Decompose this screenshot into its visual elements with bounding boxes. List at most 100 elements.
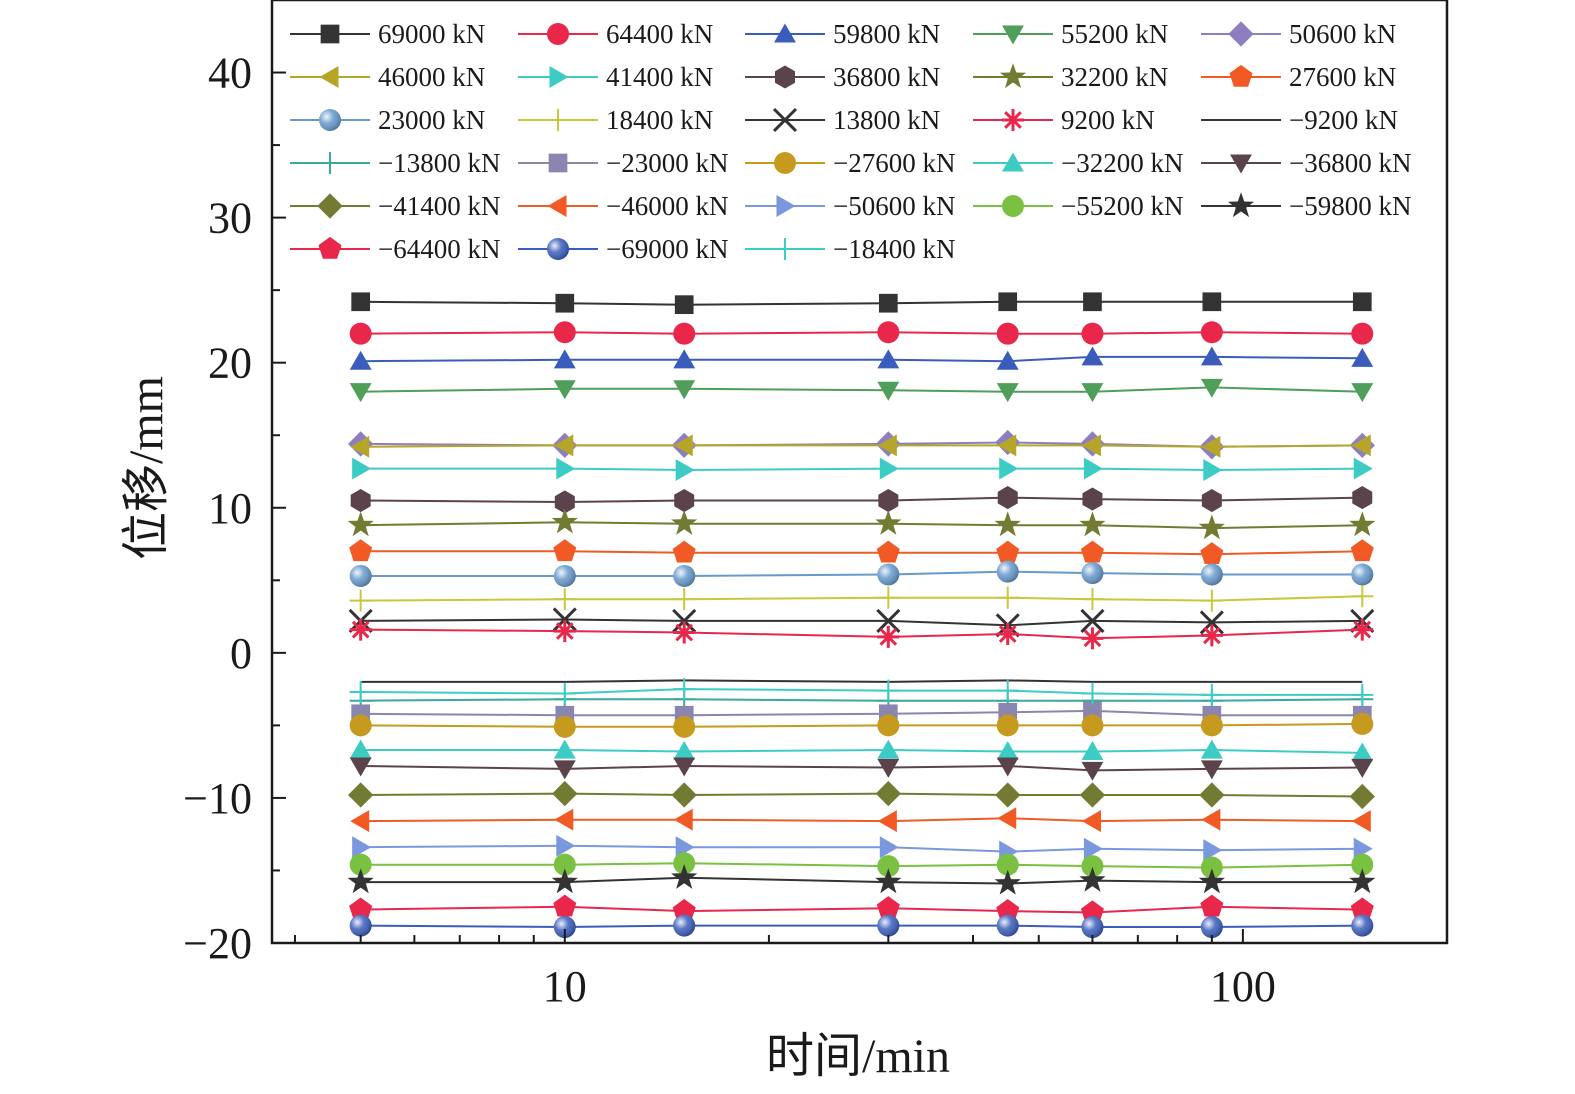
legend-entry: 64400 kN <box>518 19 713 49</box>
data-point <box>1201 435 1221 458</box>
legend-entry: 69000 kN <box>290 19 485 49</box>
data-point <box>1079 511 1106 537</box>
y-tick-label: −10 <box>183 774 252 823</box>
data-point <box>1081 741 1104 761</box>
data-point <box>878 488 899 513</box>
y-tick-label: −20 <box>183 919 252 968</box>
legend-marker <box>549 66 569 88</box>
data-point <box>996 898 1020 921</box>
data-point <box>1200 894 1224 917</box>
data-point <box>1351 683 1374 706</box>
legend-label: 46000 kN <box>378 62 485 92</box>
data-point <box>552 780 578 807</box>
data-point <box>1351 712 1374 735</box>
data-point <box>1349 868 1376 894</box>
data-point <box>1080 540 1104 563</box>
series-8 <box>350 486 1373 514</box>
legend-marker <box>1002 152 1024 172</box>
data-point <box>1082 810 1101 833</box>
data-point <box>1200 856 1223 879</box>
data-point <box>996 560 1019 583</box>
data-point <box>1083 457 1103 480</box>
data-point <box>350 435 370 458</box>
series-13 <box>348 607 1375 638</box>
series-line <box>360 386 1363 393</box>
data-point <box>556 834 576 857</box>
series-line <box>360 467 1363 472</box>
data-point <box>1351 810 1371 833</box>
data-point <box>674 488 695 513</box>
series-line <box>360 844 1363 853</box>
legend-marker <box>1228 21 1254 47</box>
data-point <box>349 564 372 587</box>
legend-entry: 36800 kN <box>745 62 940 92</box>
legend-label: −18400 kN <box>833 234 955 264</box>
data-point <box>1200 683 1223 706</box>
series-3 <box>349 346 1374 370</box>
data-point <box>877 758 900 778</box>
data-point <box>1200 739 1223 759</box>
data-point <box>1201 488 1222 513</box>
data-point <box>875 868 902 894</box>
data-point <box>875 509 902 535</box>
legend-marker <box>775 65 795 89</box>
y-tick-label: 0 <box>230 629 252 678</box>
y-tick-label: 20 <box>208 339 252 388</box>
series-7 <box>352 457 1373 481</box>
x-tick-label: 10 <box>543 962 587 1011</box>
data-point <box>351 292 371 312</box>
data-point <box>553 916 576 939</box>
data-point <box>1080 608 1105 633</box>
series-line <box>360 862 1363 869</box>
data-point <box>1352 292 1372 312</box>
data-point <box>352 836 372 859</box>
x-tick-label: 100 <box>1210 962 1276 1011</box>
series-1 <box>351 292 1372 315</box>
series-line <box>360 550 1363 556</box>
data-point <box>1200 346 1223 366</box>
data-point <box>877 563 900 586</box>
plot-frame <box>270 0 1449 945</box>
data-point <box>671 782 697 808</box>
legend-label: 41400 kN <box>606 62 713 92</box>
legend-label: −32200 kN <box>1061 148 1183 178</box>
legend-marker <box>999 63 1027 89</box>
legend-marker <box>319 109 341 131</box>
legend-entry: −36800 kN <box>1201 148 1411 178</box>
data-point <box>671 863 698 889</box>
legend-entry: −64400 kN <box>290 234 500 264</box>
data-point <box>553 588 576 611</box>
series-24 <box>349 852 1374 879</box>
data-point <box>996 757 1019 777</box>
data-point <box>1351 853 1374 876</box>
legend-label: 9200 kN <box>1061 105 1155 135</box>
data-point <box>1081 588 1104 611</box>
data-point <box>1200 321 1223 344</box>
legend-label: −50600 kN <box>833 191 955 221</box>
data-point <box>673 757 696 777</box>
legend-label: −13800 kN <box>378 148 500 178</box>
legend-marker <box>1002 195 1024 217</box>
data-point <box>1081 916 1104 939</box>
data-point <box>1353 457 1373 480</box>
legend-label: 18400 kN <box>606 105 713 135</box>
data-point <box>551 508 578 534</box>
data-point <box>877 739 900 759</box>
series-18 <box>349 712 1374 738</box>
data-point <box>673 434 693 457</box>
data-point <box>996 540 1020 563</box>
data-point <box>1081 714 1104 737</box>
data-point <box>349 714 372 737</box>
data-point <box>551 868 578 894</box>
legend-entry: −32200 kN <box>973 148 1183 178</box>
data-point <box>350 810 370 833</box>
data-point <box>1351 585 1374 608</box>
series-12 <box>349 585 1374 612</box>
series-20 <box>349 757 1374 781</box>
data-point <box>996 914 1019 937</box>
legend-marker <box>776 195 796 217</box>
legend-entry: 23000 kN <box>290 105 485 135</box>
series-25 <box>347 863 1376 895</box>
data-point <box>1200 563 1223 586</box>
series-line <box>360 698 1363 702</box>
